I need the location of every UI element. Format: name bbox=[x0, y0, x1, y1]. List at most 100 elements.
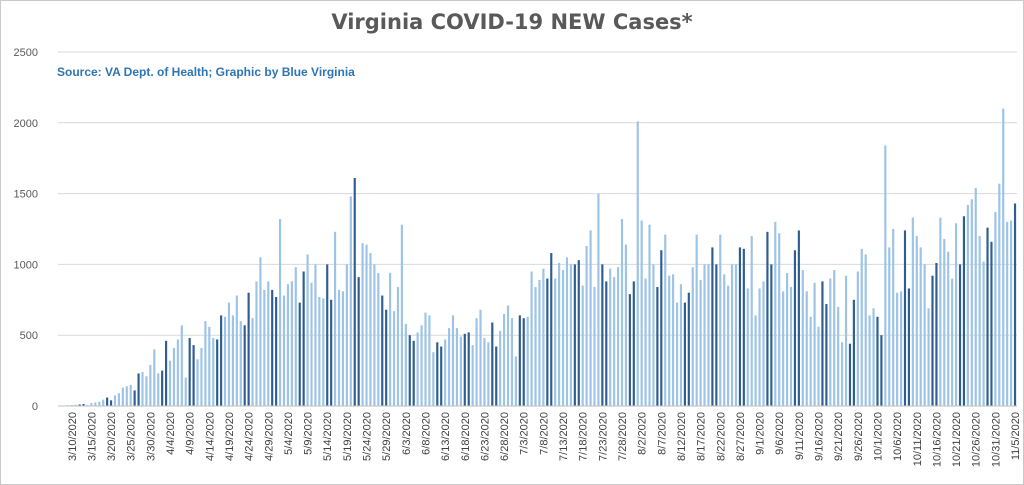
bar bbox=[730, 264, 734, 406]
bar bbox=[396, 287, 400, 406]
x-tick-label: 5/4/2020 bbox=[283, 412, 295, 455]
bar bbox=[542, 268, 545, 406]
bar bbox=[966, 204, 969, 406]
bar bbox=[420, 325, 423, 406]
bar bbox=[428, 315, 431, 406]
bar bbox=[133, 390, 136, 406]
x-tick-label: 6/23/2020 bbox=[479, 412, 491, 461]
bar bbox=[180, 325, 183, 406]
bar bbox=[817, 326, 820, 406]
bar bbox=[581, 285, 584, 406]
bar bbox=[526, 316, 529, 406]
bar bbox=[188, 338, 191, 406]
bar bbox=[212, 338, 215, 406]
bar bbox=[251, 318, 254, 406]
bar bbox=[888, 247, 891, 406]
bar bbox=[691, 267, 694, 406]
bar bbox=[742, 248, 745, 406]
x-tick-label: 7/18/2020 bbox=[578, 412, 590, 461]
x-tick-label: 5/14/2020 bbox=[322, 412, 334, 461]
x-tick-label: 5/9/2020 bbox=[303, 412, 315, 455]
bar bbox=[558, 262, 561, 406]
bar bbox=[782, 291, 785, 406]
bar bbox=[436, 342, 439, 406]
bar bbox=[518, 315, 521, 406]
x-tick-label: 3/25/2020 bbox=[126, 412, 138, 461]
bar bbox=[86, 404, 89, 406]
bar bbox=[719, 234, 722, 406]
bar bbox=[990, 241, 993, 406]
bar bbox=[491, 322, 494, 406]
bar bbox=[711, 247, 714, 406]
bar bbox=[809, 316, 812, 406]
bar bbox=[632, 281, 635, 406]
bar bbox=[585, 245, 588, 406]
bar bbox=[907, 288, 910, 406]
x-tick-label: 5/24/2020 bbox=[362, 412, 374, 461]
bar bbox=[365, 244, 368, 406]
bar bbox=[672, 274, 675, 406]
bar bbox=[746, 288, 749, 406]
bar bbox=[1013, 203, 1017, 406]
bar bbox=[204, 321, 207, 406]
bar bbox=[561, 270, 565, 406]
bar bbox=[471, 345, 474, 406]
bar bbox=[648, 224, 651, 406]
bar bbox=[833, 270, 836, 406]
bar bbox=[758, 288, 761, 406]
x-tick-label: 10/21/2020 bbox=[951, 412, 963, 467]
bar bbox=[837, 306, 840, 406]
y-tick-label: 1500 bbox=[14, 189, 38, 201]
bar bbox=[868, 315, 871, 406]
bar bbox=[109, 400, 113, 406]
bar bbox=[455, 328, 459, 406]
bar bbox=[903, 230, 907, 406]
bar bbox=[636, 121, 639, 406]
x-tick-label: 7/13/2020 bbox=[558, 412, 570, 461]
bar bbox=[389, 272, 392, 406]
bar bbox=[145, 376, 148, 406]
x-tick-label: 4/4/2020 bbox=[165, 412, 177, 455]
bar bbox=[125, 386, 128, 406]
bar bbox=[565, 257, 569, 406]
bar bbox=[554, 278, 557, 406]
x-tick-label: 7/28/2020 bbox=[617, 412, 629, 461]
bar bbox=[424, 312, 427, 406]
bar bbox=[789, 287, 793, 406]
bar bbox=[982, 261, 985, 406]
bar bbox=[974, 187, 977, 406]
bar bbox=[479, 309, 482, 406]
x-tick-label: 4/24/2020 bbox=[244, 412, 256, 461]
bar bbox=[165, 340, 168, 406]
bar bbox=[801, 270, 804, 406]
bar bbox=[856, 271, 859, 406]
bar bbox=[609, 268, 612, 406]
x-tick-label: 5/29/2020 bbox=[381, 412, 393, 461]
bar bbox=[153, 349, 156, 406]
bar bbox=[176, 339, 179, 406]
bar bbox=[954, 223, 958, 406]
x-tick-label: 9/16/2020 bbox=[814, 412, 826, 461]
bar bbox=[326, 264, 329, 406]
bar bbox=[286, 284, 290, 406]
x-tick-label: 8/12/2020 bbox=[676, 412, 688, 461]
y-tick-label: 1000 bbox=[14, 259, 38, 271]
bar bbox=[463, 333, 466, 406]
bar bbox=[962, 216, 966, 406]
x-tick-label: 3/20/2020 bbox=[106, 412, 118, 461]
bar bbox=[137, 373, 140, 406]
bar bbox=[899, 291, 903, 406]
bar bbox=[322, 298, 325, 406]
x-tick-label: 11/5/2020 bbox=[1010, 412, 1022, 460]
bar bbox=[113, 395, 117, 406]
x-tick-label: 4/19/2020 bbox=[224, 412, 236, 461]
bar bbox=[534, 287, 537, 406]
bar bbox=[699, 279, 702, 406]
bar bbox=[750, 236, 753, 406]
x-tick-label: 8/22/2020 bbox=[715, 412, 727, 461]
x-tick-label: 10/11/2020 bbox=[912, 412, 924, 466]
bar bbox=[593, 287, 596, 406]
bar bbox=[707, 264, 710, 406]
bar bbox=[829, 278, 832, 406]
x-tick-label: 10/31/2020 bbox=[990, 412, 1002, 467]
